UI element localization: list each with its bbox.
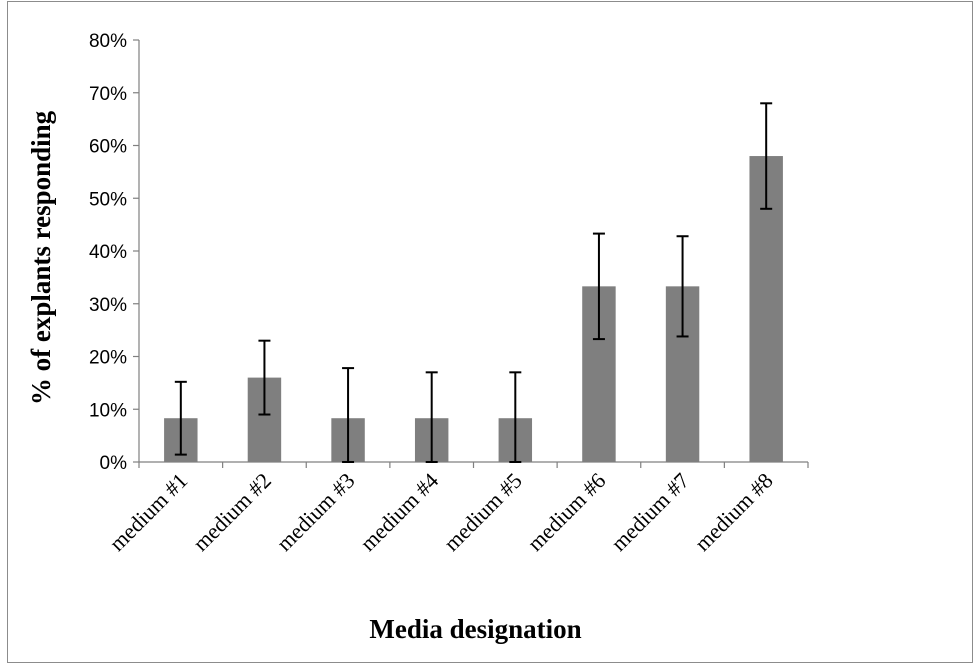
x-axis-title: Media designation bbox=[369, 614, 581, 644]
y-tick-label: 70% bbox=[89, 84, 127, 105]
y-tick-label: 50% bbox=[89, 189, 127, 210]
error-bar bbox=[676, 235, 689, 338]
bar-chart: 0%10%20%30%40%50%60%70%80% medium #1medi… bbox=[26, 31, 809, 644]
y-tick-label: 0% bbox=[100, 453, 128, 474]
x-tick-label: medium #7 bbox=[606, 468, 694, 556]
error-bar bbox=[342, 367, 355, 463]
y-tick-label: 60% bbox=[89, 137, 127, 158]
y-tick-label: 20% bbox=[89, 348, 127, 369]
axes bbox=[138, 40, 808, 463]
error-bar bbox=[509, 371, 522, 463]
x-tick-label: medium #8 bbox=[690, 468, 778, 556]
x-tick-label: medium #4 bbox=[355, 468, 443, 556]
error-bars bbox=[174, 102, 773, 463]
y-tick-label: 30% bbox=[89, 295, 127, 316]
y-axis-title: % of explants responding bbox=[26, 110, 56, 405]
chart-frame bbox=[7, 1, 973, 663]
y-tick-label: 40% bbox=[89, 242, 127, 263]
error-bar bbox=[174, 380, 187, 456]
error-bar bbox=[425, 371, 438, 463]
y-tick-label: 10% bbox=[89, 400, 127, 421]
error-bar bbox=[592, 232, 605, 341]
bars bbox=[164, 156, 783, 463]
x-tick-label: medium #1 bbox=[104, 468, 192, 556]
error-bar bbox=[760, 102, 773, 210]
y-ticks: 0% 10% 20% 30% 40% 50% 60% 70% 80% bbox=[89, 31, 139, 474]
y-tick-label: 80% bbox=[89, 31, 127, 52]
x-tick-label: medium #6 bbox=[522, 468, 610, 556]
x-tick-label: medium #2 bbox=[188, 468, 276, 556]
error-bar bbox=[258, 339, 271, 416]
x-tick-label: medium #3 bbox=[271, 468, 359, 556]
x-tick-label: medium #5 bbox=[439, 468, 527, 556]
